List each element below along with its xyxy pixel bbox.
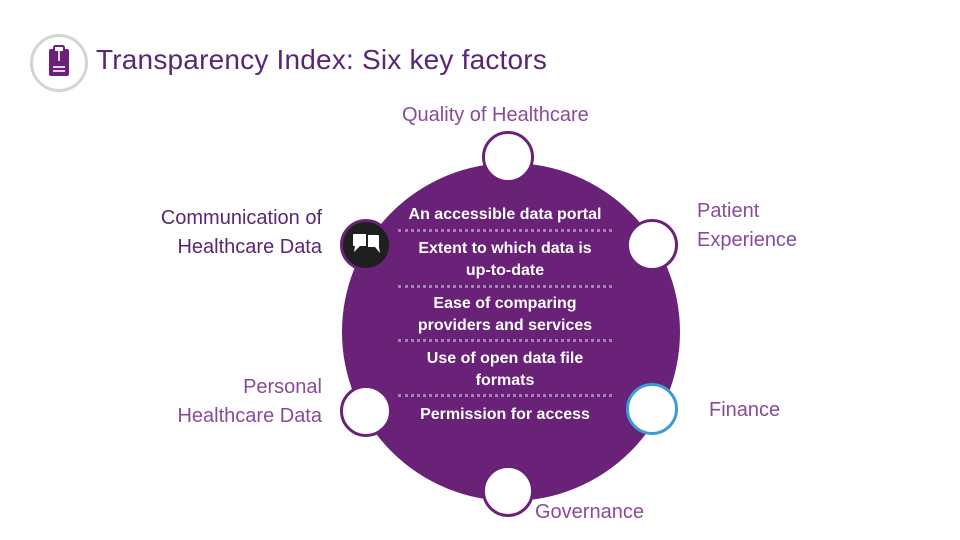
label-patient-line1: Patient	[697, 200, 760, 222]
label-quality: Quality of Healthcare	[402, 104, 589, 126]
factor-divider	[398, 394, 612, 397]
factor-open-formats-line2: formats	[475, 372, 535, 389]
factor-comparing-line1: Ease of comparing	[433, 295, 577, 312]
governance-node	[482, 465, 534, 517]
factor-divider	[398, 229, 612, 232]
page-title: Transparency Index: Six key factors	[96, 44, 548, 75]
factor-open-formats: Use of open data file formats	[395, 348, 615, 392]
label-communication-line2: Healthcare Data	[177, 236, 322, 258]
factor-comparing-line2: providers and services	[417, 317, 593, 334]
factor-divider	[398, 339, 612, 342]
factors-circle	[342, 163, 680, 501]
finance-node	[626, 383, 678, 435]
patient-experience-node	[626, 219, 678, 271]
factor-permission: Permission for access	[420, 406, 590, 423]
label-finance: Finance	[709, 399, 781, 421]
label-personal-line2: Healthcare Data	[177, 405, 322, 427]
clipboard-icon	[30, 34, 88, 92]
factor-up-to-date-line1: Extent to which data is	[418, 240, 592, 257]
label-patient-line2: Experience	[697, 229, 798, 251]
label-governance: Governance	[535, 501, 644, 523]
factor-comparing: Ease of comparing providers and services	[395, 293, 615, 337]
factor-divider	[398, 285, 612, 288]
label-personal-line1: Personal	[243, 376, 322, 398]
factor-open-formats-line1: Use of open data file	[426, 350, 584, 367]
quality-node	[482, 131, 534, 183]
speech-bubbles-icon	[340, 219, 392, 271]
factor-up-to-date: Extent to which data is up-to-date	[395, 238, 615, 282]
factor-up-to-date-line2: up-to-date	[465, 262, 545, 279]
label-communication: Communication of Healthcare Data	[161, 204, 322, 262]
factor-data-portal: An accessible data portal	[408, 206, 602, 223]
personal-data-node	[340, 385, 392, 437]
label-personal-data: Personal Healthcare Data	[177, 373, 322, 431]
label-communication-line1: Communication of	[160, 207, 322, 229]
label-patient-experience: Patient Experience	[697, 197, 797, 255]
